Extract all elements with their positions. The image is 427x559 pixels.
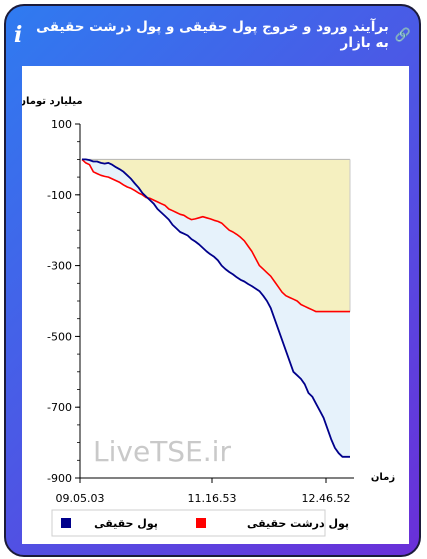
legend-swatch-2	[196, 518, 206, 528]
y-tick-label: -900	[47, 472, 72, 485]
x-axis-title: زمان	[371, 472, 395, 483]
legend-label-1: پول حقیقی	[94, 517, 158, 530]
watermark: LiveTSE.ir	[93, 435, 231, 468]
legend-swatch-1	[61, 518, 71, 528]
y-axis-title: میلیارد تومان	[22, 96, 83, 107]
line-series-1	[82, 158, 350, 458]
x-tick-label: 11.16.53	[188, 492, 237, 505]
x-tick-label: 09.05.03	[56, 492, 105, 505]
x-tick-label: 12.46.52	[302, 492, 351, 505]
card-frame: 🔗 برآیند ورود و خروج پول حقیقی و پول درش…	[4, 4, 421, 557]
line-series-2	[81, 158, 350, 313]
y-tick-label: -700	[47, 401, 72, 414]
y-tick-label: -300	[47, 260, 72, 273]
net-flow-chart: 100 -100 -300 -500 -700 -900 09.05.03 11.16.53 1…	[17, 96, 395, 537]
legend-box	[51, 509, 326, 537]
chart-title-bar: 🔗 برآیند ورود و خروج پول حقیقی و پول درش…	[14, 16, 411, 54]
chart-title: برآیند ورود و خروج پول حقیقی و پول درشت …	[36, 19, 389, 51]
chart-panel: 100 -100 -300 -500 -700 -900 09.05.03 11.16.53 1…	[17, 66, 409, 544]
link-icon[interactable]: 🔗	[394, 27, 411, 43]
info-icon[interactable]: i	[14, 22, 23, 48]
y-tick-label: -100	[47, 189, 72, 202]
area-series-1	[82, 159, 350, 457]
y-tick-label: 100	[51, 118, 72, 131]
y-tick-label: -500	[47, 330, 72, 343]
legend-label-2: پول درشت حقیقی	[247, 517, 349, 530]
